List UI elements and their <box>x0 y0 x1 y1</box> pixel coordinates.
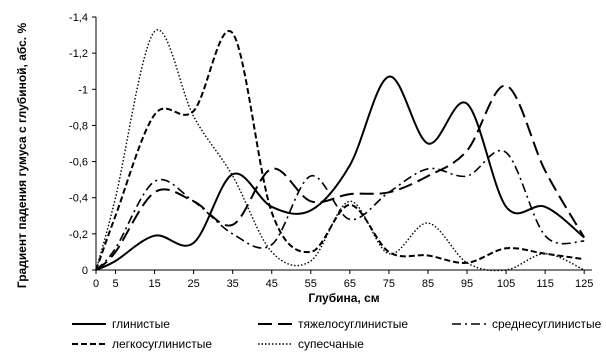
y-tick-label: 0 <box>82 265 88 277</box>
y-axis-title: Градиент падения гумуса с глубиной, абс.… <box>15 23 29 289</box>
x-tick-label: 95 <box>461 278 473 290</box>
series-line-2 <box>95 84 586 271</box>
y-tick-label: -0,4 <box>69 193 88 205</box>
y-tick-label: -0,2 <box>69 229 88 241</box>
x-tick-label: 115 <box>536 278 554 290</box>
x-axis-title: Глубина, см <box>308 291 379 305</box>
axes: 0 -0,2 -0,4 -0,6 -0,8 -1 -1,2 -1,4 0 5 15 25 35 45 55 6… <box>69 12 593 290</box>
x-tick-label: 15 <box>148 278 160 290</box>
legend-label: легкосуглинистые <box>112 337 212 351</box>
x-tick-label: 0 <box>93 278 99 290</box>
x-tick-label: 25 <box>188 278 200 290</box>
x-tick-label: 5 <box>112 278 118 290</box>
series-line-1 <box>95 75 585 271</box>
legend-label: среднесуглинистые <box>492 317 602 331</box>
x-tick-label: 45 <box>266 278 278 290</box>
y-tick-label: -1,4 <box>69 12 88 24</box>
series-line-3 <box>95 149 585 271</box>
y-tick-label: -0,6 <box>69 157 88 169</box>
series-line-5 <box>95 29 585 272</box>
y-tick-label: -1 <box>78 84 88 96</box>
legend: глинистые тяжелосуглинистые среднесуглинис… <box>72 317 602 351</box>
x-tick-label: 105 <box>497 278 515 290</box>
legend-label: глинистые <box>112 317 170 331</box>
x-tick-label: 75 <box>383 278 395 290</box>
series-line-4 <box>95 30 585 271</box>
x-tick-label: 125 <box>575 278 593 290</box>
legend-label: супесчаные <box>298 337 364 351</box>
series-layer <box>95 29 586 272</box>
y-tick-label: -0,8 <box>69 120 88 132</box>
legend-label: тяжелосуглинистые <box>298 317 408 331</box>
x-tick-label: 35 <box>227 278 239 290</box>
x-tick-label: 85 <box>422 278 434 290</box>
x-tick-label: 55 <box>305 278 317 290</box>
x-tick-label: 65 <box>344 278 356 290</box>
y-tick-label: -1,2 <box>69 48 88 60</box>
